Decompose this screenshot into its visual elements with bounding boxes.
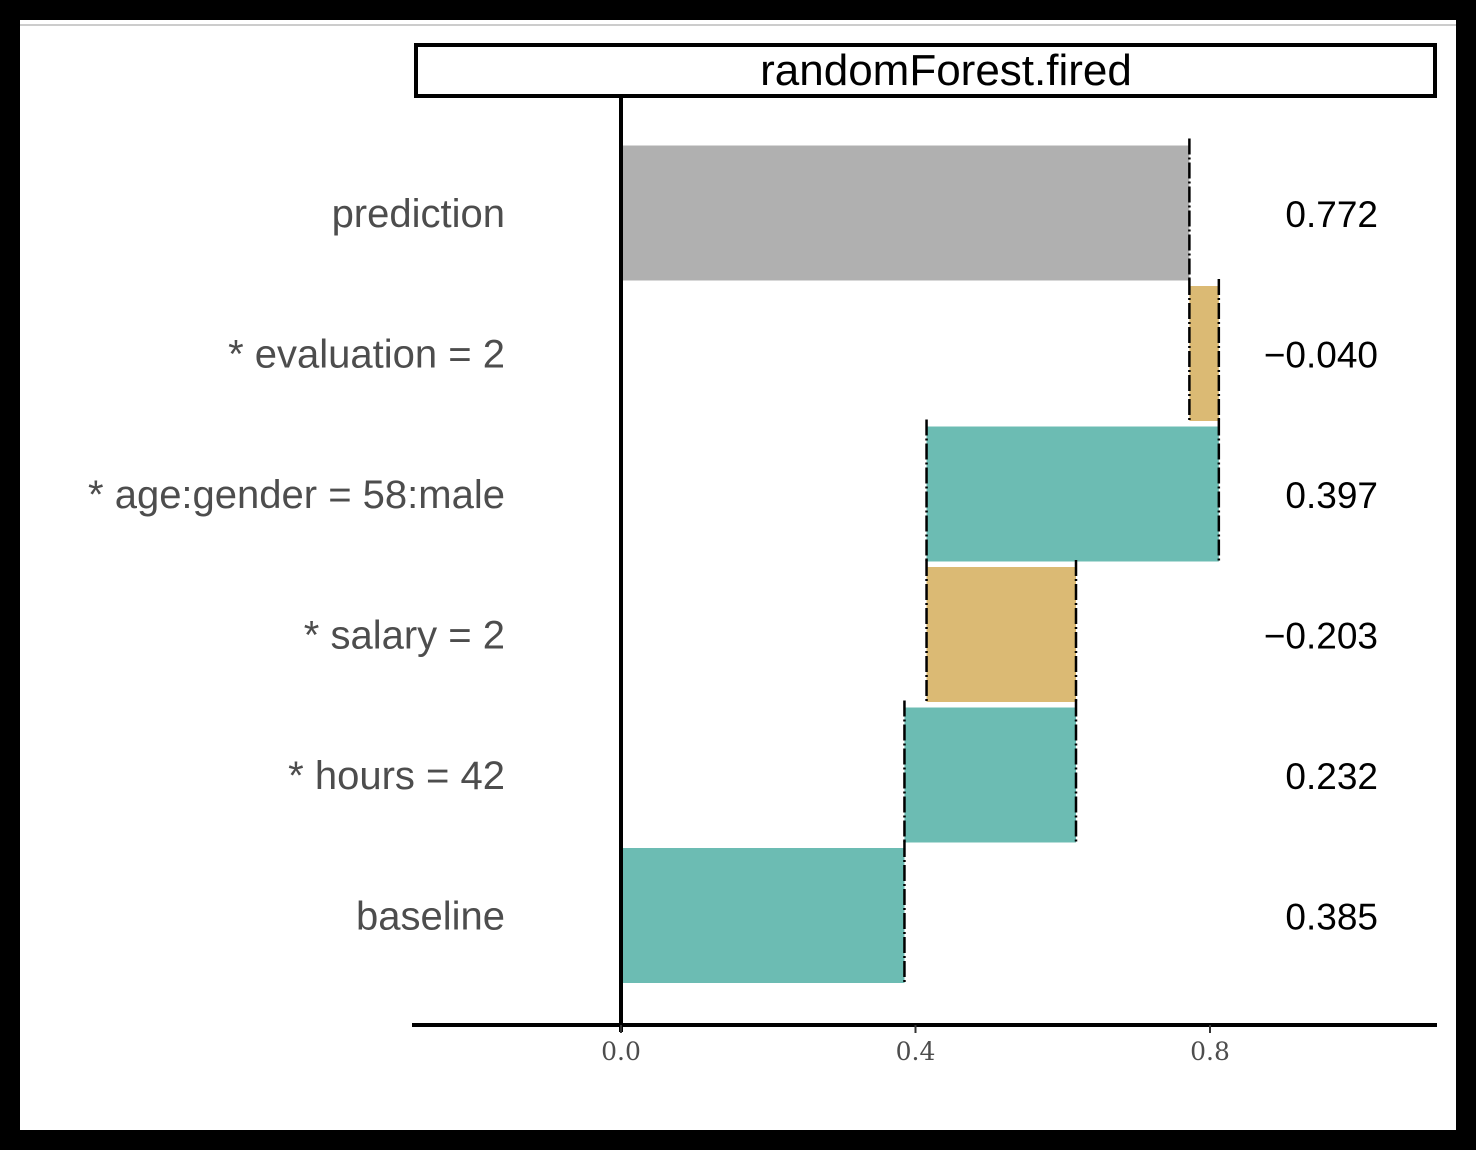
category-label-5: baseline	[356, 895, 505, 939]
bar-1	[1189, 286, 1219, 421]
x-tick-label-1: 0.4	[896, 1037, 936, 1066]
value-label-2: 0.397	[1285, 475, 1378, 516]
bar-2	[926, 426, 1219, 562]
chart-title: randomForest.fired	[760, 46, 1132, 95]
category-label-3: * salary = 2	[304, 614, 505, 658]
connectors-layer	[903, 138, 1221, 985]
value-label-0: 0.772	[1285, 194, 1378, 235]
bar-5	[621, 848, 905, 983]
value-label-3: −0.203	[1264, 616, 1378, 657]
bar-3	[926, 567, 1077, 702]
title-strip	[414, 43, 1437, 98]
value-label-1: −0.040	[1264, 335, 1378, 376]
bar-0	[621, 145, 1190, 281]
value-label-4: 0.232	[1285, 756, 1378, 797]
category-label-0: prediction	[332, 192, 505, 236]
value-labels: 0.772 −0.040 0.397 −0.203 0.232 0.385	[1264, 194, 1378, 938]
category-label-2: * age:gender = 58:male	[88, 473, 505, 517]
bars-layer	[621, 145, 1219, 983]
waterfall-chart: randomForest.fired prediction * evaluatio…	[20, 24, 1456, 1066]
x-axis-ticks: 0.0 0.4 0.8	[601, 1025, 1230, 1066]
category-label-4: * hours = 42	[288, 754, 505, 798]
category-labels: prediction * evaluation = 2 * age:gender =…	[88, 192, 505, 939]
x-tick-label-0: 0.0	[601, 1037, 641, 1066]
category-label-1: * evaluation = 2	[228, 333, 505, 377]
x-tick-label-2: 0.8	[1190, 1037, 1230, 1066]
value-label-5: 0.385	[1285, 897, 1378, 938]
chart-frame: randomForest.fired prediction * evaluatio…	[20, 20, 1456, 1130]
bar-4	[904, 707, 1077, 843]
